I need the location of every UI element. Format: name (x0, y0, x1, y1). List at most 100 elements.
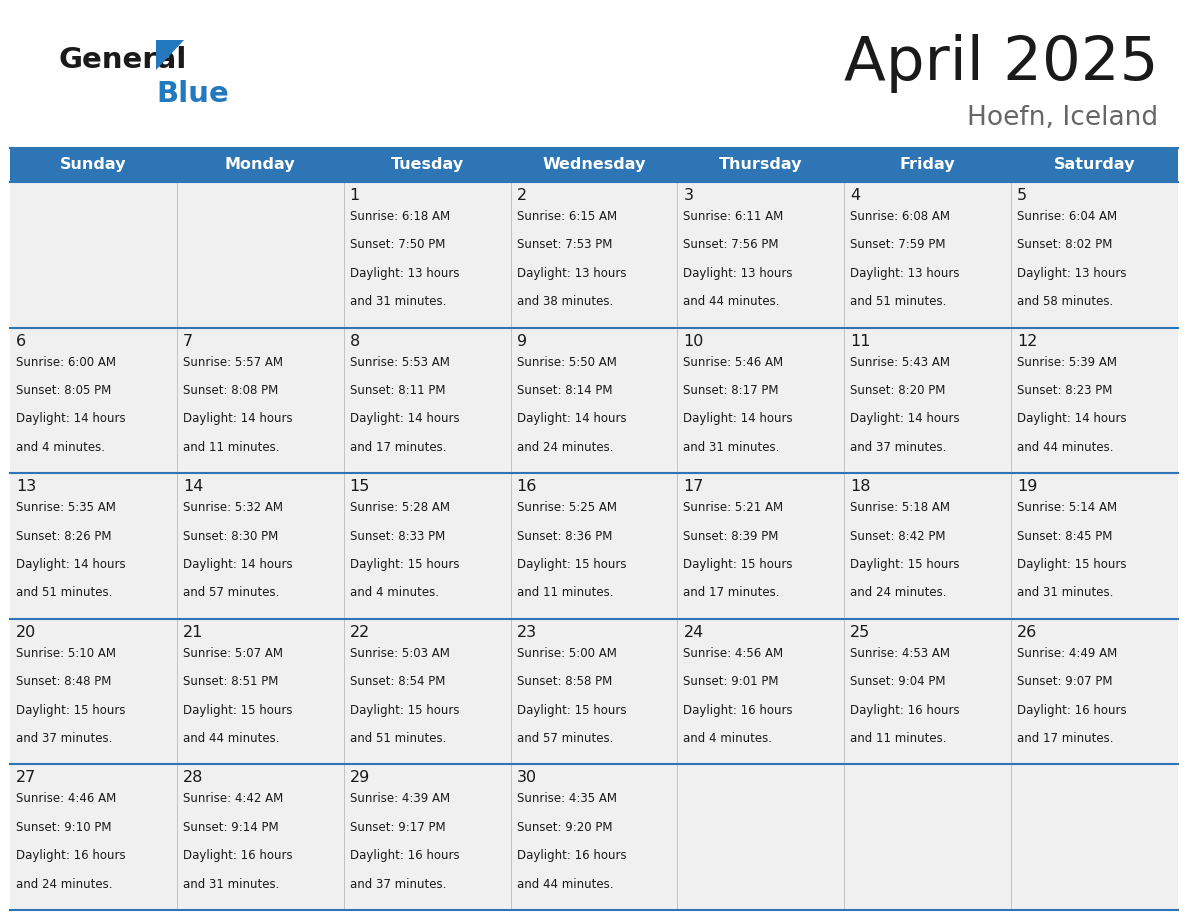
Text: Sunset: 8:42 PM: Sunset: 8:42 PM (851, 530, 946, 543)
Text: Daylight: 14 hours: Daylight: 14 hours (183, 412, 292, 425)
Text: and 31 minutes.: and 31 minutes. (349, 296, 446, 308)
Text: Daylight: 14 hours: Daylight: 14 hours (183, 558, 292, 571)
Text: Sunrise: 5:25 AM: Sunrise: 5:25 AM (517, 501, 617, 514)
Text: Sunrise: 5:28 AM: Sunrise: 5:28 AM (349, 501, 450, 514)
Bar (1011, 182, 1178, 328)
Text: and 31 minutes.: and 31 minutes. (183, 878, 279, 890)
Bar (511, 473, 677, 619)
Text: 11: 11 (851, 333, 871, 349)
Text: 7: 7 (183, 333, 192, 349)
Text: Sunday: Sunday (61, 158, 127, 173)
Text: Sunset: 9:20 PM: Sunset: 9:20 PM (517, 821, 612, 834)
Text: Daylight: 16 hours: Daylight: 16 hours (349, 849, 460, 862)
Bar (177, 619, 343, 765)
Bar (343, 148, 511, 182)
Bar (677, 765, 845, 910)
Text: 18: 18 (851, 479, 871, 494)
Text: and 57 minutes.: and 57 minutes. (183, 587, 279, 599)
Text: 20: 20 (15, 625, 37, 640)
Text: and 4 minutes.: and 4 minutes. (683, 732, 772, 745)
Text: Daylight: 15 hours: Daylight: 15 hours (349, 558, 460, 571)
Text: Sunset: 8:11 PM: Sunset: 8:11 PM (349, 384, 446, 397)
Bar (10, 765, 177, 910)
Text: 26: 26 (1017, 625, 1037, 640)
Text: Daylight: 16 hours: Daylight: 16 hours (15, 849, 126, 862)
Text: Daylight: 16 hours: Daylight: 16 hours (183, 849, 292, 862)
Text: Sunrise: 4:56 AM: Sunrise: 4:56 AM (683, 647, 784, 660)
Bar (343, 182, 511, 328)
Text: Sunrise: 5:35 AM: Sunrise: 5:35 AM (15, 501, 116, 514)
Text: 24: 24 (683, 625, 703, 640)
Text: Sunrise: 5:46 AM: Sunrise: 5:46 AM (683, 355, 784, 369)
Text: Daylight: 16 hours: Daylight: 16 hours (517, 849, 626, 862)
Text: and 51 minutes.: and 51 minutes. (15, 587, 113, 599)
Text: Sunset: 8:26 PM: Sunset: 8:26 PM (15, 530, 112, 543)
Text: and 44 minutes.: and 44 minutes. (683, 296, 781, 308)
Text: and 58 minutes.: and 58 minutes. (1017, 296, 1113, 308)
Text: and 37 minutes.: and 37 minutes. (851, 441, 947, 453)
Text: and 51 minutes.: and 51 minutes. (349, 732, 446, 745)
Text: Daylight: 15 hours: Daylight: 15 hours (183, 703, 292, 717)
Text: Sunset: 9:17 PM: Sunset: 9:17 PM (349, 821, 446, 834)
Bar (511, 619, 677, 765)
Text: and 31 minutes.: and 31 minutes. (1017, 587, 1113, 599)
Text: Sunrise: 6:00 AM: Sunrise: 6:00 AM (15, 355, 116, 369)
Text: Wednesday: Wednesday (542, 158, 646, 173)
Text: Sunrise: 6:11 AM: Sunrise: 6:11 AM (683, 210, 784, 223)
Bar (177, 182, 343, 328)
Text: and 11 minutes.: and 11 minutes. (517, 587, 613, 599)
Text: Sunrise: 5:57 AM: Sunrise: 5:57 AM (183, 355, 283, 369)
Text: 10: 10 (683, 333, 703, 349)
Text: 29: 29 (349, 770, 369, 786)
Text: 23: 23 (517, 625, 537, 640)
Text: Daylight: 13 hours: Daylight: 13 hours (851, 267, 960, 280)
Bar (677, 473, 845, 619)
Text: Daylight: 15 hours: Daylight: 15 hours (15, 703, 126, 717)
Text: and 11 minutes.: and 11 minutes. (851, 732, 947, 745)
Text: and 17 minutes.: and 17 minutes. (683, 587, 781, 599)
Text: April 2025: April 2025 (843, 34, 1158, 93)
Text: Sunrise: 5:53 AM: Sunrise: 5:53 AM (349, 355, 449, 369)
Bar (10, 619, 177, 765)
Text: and 57 minutes.: and 57 minutes. (517, 732, 613, 745)
Text: 30: 30 (517, 770, 537, 786)
Text: and 51 minutes.: and 51 minutes. (851, 296, 947, 308)
Text: Sunset: 8:17 PM: Sunset: 8:17 PM (683, 384, 779, 397)
Text: Sunrise: 4:39 AM: Sunrise: 4:39 AM (349, 792, 450, 805)
Text: 28: 28 (183, 770, 203, 786)
Text: Daylight: 13 hours: Daylight: 13 hours (683, 267, 792, 280)
Text: Daylight: 15 hours: Daylight: 15 hours (517, 558, 626, 571)
Text: and 44 minutes.: and 44 minutes. (517, 878, 613, 890)
Text: and 24 minutes.: and 24 minutes. (851, 587, 947, 599)
Text: Sunset: 7:59 PM: Sunset: 7:59 PM (851, 239, 946, 252)
Text: 17: 17 (683, 479, 703, 494)
Text: Daylight: 14 hours: Daylight: 14 hours (15, 412, 126, 425)
Text: General: General (58, 46, 187, 74)
Bar (177, 473, 343, 619)
Bar (511, 182, 677, 328)
Text: and 38 minutes.: and 38 minutes. (517, 296, 613, 308)
Bar (177, 148, 343, 182)
Text: 25: 25 (851, 625, 871, 640)
Bar (1011, 619, 1178, 765)
Bar (677, 619, 845, 765)
Text: and 44 minutes.: and 44 minutes. (183, 732, 279, 745)
Text: and 37 minutes.: and 37 minutes. (15, 732, 113, 745)
Bar (677, 182, 845, 328)
Bar (511, 328, 677, 473)
Text: Daylight: 14 hours: Daylight: 14 hours (1017, 412, 1126, 425)
Text: 5: 5 (1017, 188, 1028, 203)
Text: Sunrise: 6:08 AM: Sunrise: 6:08 AM (851, 210, 950, 223)
Text: Sunset: 9:14 PM: Sunset: 9:14 PM (183, 821, 278, 834)
Bar (343, 328, 511, 473)
Text: and 24 minutes.: and 24 minutes. (517, 441, 613, 453)
Bar (10, 182, 177, 328)
Text: Sunset: 8:51 PM: Sunset: 8:51 PM (183, 676, 278, 688)
Text: Sunset: 8:45 PM: Sunset: 8:45 PM (1017, 530, 1112, 543)
Bar (1011, 328, 1178, 473)
Text: 4: 4 (851, 188, 860, 203)
Text: Sunset: 8:08 PM: Sunset: 8:08 PM (183, 384, 278, 397)
Text: 19: 19 (1017, 479, 1037, 494)
Text: Sunset: 9:07 PM: Sunset: 9:07 PM (1017, 676, 1113, 688)
Text: 12: 12 (1017, 333, 1037, 349)
